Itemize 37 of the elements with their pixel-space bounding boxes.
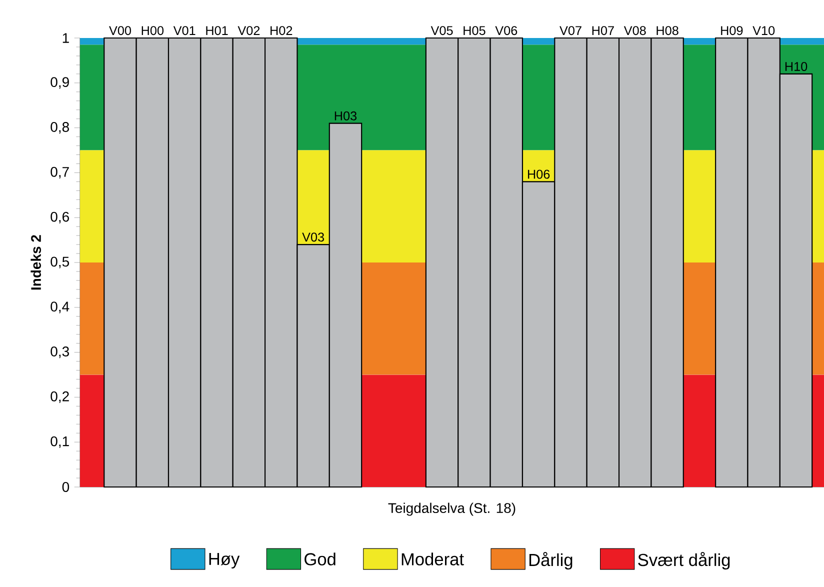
- x-tick-label: V02: [238, 26, 260, 36]
- x-tick-label: H10: [785, 62, 808, 71]
- x-tick-label: H05: [464, 26, 486, 36]
- y-tick-label: 0,1: [50, 436, 69, 448]
- x-tick-label: V00: [109, 26, 131, 36]
- y-tick-label: 0,9: [50, 77, 69, 89]
- x-axis-title: Teigdalselva (St. 18): [388, 502, 516, 516]
- legend-label: Dårlig: [529, 552, 572, 570]
- x-tick-label: V10: [752, 26, 775, 36]
- legend-label: Høy: [209, 552, 240, 569]
- y-axis-title: Indeks 2: [30, 235, 41, 290]
- x-tick-label: V03: [302, 232, 324, 242]
- x-tick-label: H02: [270, 26, 292, 36]
- x-tick-label: H01: [206, 26, 228, 36]
- x-tick-label: H07: [592, 26, 614, 36]
- y-tick-label: 0,3: [50, 346, 69, 358]
- y-tick-label: 0,4: [50, 302, 70, 314]
- y-tick-label: 0,2: [50, 391, 69, 403]
- x-tick-label: H09: [721, 26, 743, 36]
- y-tick-label: 0: [62, 482, 70, 492]
- x-tick-label: V07: [560, 26, 582, 36]
- y-tick-label: 0,6: [50, 212, 69, 224]
- legend-label: Svært dårlig: [638, 552, 730, 570]
- y-tick-label: 0,5: [50, 256, 70, 268]
- y-tick-label: 0,7: [50, 166, 69, 178]
- x-tick-label: V01: [173, 26, 196, 36]
- x-tick-label: V05: [430, 26, 453, 36]
- x-tick-label: V08: [624, 26, 646, 36]
- legend-label: God: [304, 552, 336, 566]
- x-tick-label: H03: [334, 111, 357, 120]
- x-tick-label: H06: [528, 170, 550, 179]
- y-tick-label: 1: [62, 33, 69, 43]
- y-tick-label: 0,8: [50, 122, 69, 134]
- legend-label: Moderat: [402, 552, 464, 566]
- x-tick-label: H08: [656, 26, 678, 36]
- x-tick-label: V06: [495, 26, 518, 36]
- x-tick-label: H00: [142, 26, 164, 36]
